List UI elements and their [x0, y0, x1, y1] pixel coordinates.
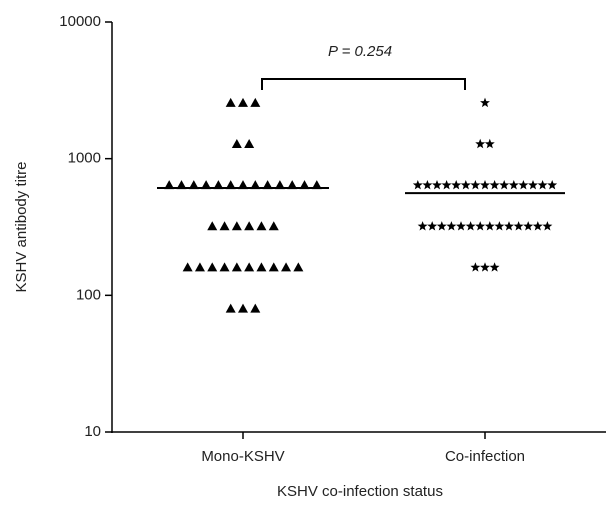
data-point	[412, 179, 423, 190]
data-point	[489, 179, 500, 190]
data-point	[268, 262, 279, 272]
data-point	[480, 97, 490, 108]
data-point	[446, 221, 457, 231]
data-point	[436, 221, 447, 231]
data-point	[268, 221, 279, 231]
data-point	[238, 97, 248, 107]
data-point	[274, 180, 285, 190]
x-axis-label: KSHV co-infection status	[277, 483, 443, 500]
data-point	[238, 303, 248, 313]
data-point	[225, 97, 236, 107]
data-point	[231, 262, 242, 272]
data-point	[489, 262, 500, 272]
data-point	[207, 262, 218, 272]
significance-bracket	[261, 78, 466, 90]
data-point	[499, 179, 510, 190]
data-point	[480, 262, 490, 272]
data-point	[537, 179, 548, 190]
data-point	[417, 221, 428, 231]
data-point	[188, 180, 199, 190]
data-point	[299, 180, 310, 190]
data-point	[470, 262, 481, 272]
y-tick-label: 1000	[68, 150, 101, 167]
data-point	[194, 262, 205, 272]
data-point	[244, 262, 255, 272]
data-point	[293, 262, 304, 272]
data-point	[201, 180, 212, 190]
data-point	[432, 179, 442, 190]
data-point	[470, 179, 481, 190]
data-point	[219, 262, 230, 272]
data-point	[528, 179, 538, 190]
data-point	[244, 139, 255, 149]
x-tick-label: Mono-KSHV	[201, 448, 284, 465]
data-point	[176, 180, 187, 190]
data-point	[244, 221, 255, 231]
data-point	[480, 179, 490, 190]
data-point	[542, 221, 553, 231]
data-point	[256, 262, 267, 272]
data-point	[287, 180, 298, 190]
data-point	[231, 221, 242, 231]
data-point	[225, 303, 236, 313]
data-point	[532, 221, 543, 231]
data-point	[231, 139, 242, 149]
data-point	[523, 221, 534, 231]
data-point	[262, 180, 273, 190]
y-tick-label: 100	[76, 286, 101, 303]
data-point	[256, 221, 267, 231]
data-point	[513, 221, 524, 231]
data-point	[494, 221, 505, 231]
data-point	[422, 179, 433, 190]
x-tick-label: Co-infection	[445, 448, 525, 465]
data-point	[456, 221, 466, 231]
data-point	[547, 179, 558, 190]
data-point	[518, 179, 529, 190]
data-point	[238, 180, 248, 190]
data-point	[451, 179, 462, 190]
data-point	[508, 179, 519, 190]
data-point	[225, 180, 236, 190]
data-point	[207, 221, 218, 231]
data-point	[311, 180, 322, 190]
data-point	[441, 179, 452, 190]
y-tick-label: 10000	[59, 13, 101, 30]
data-point	[213, 180, 224, 190]
data-point	[475, 138, 486, 149]
data-point	[504, 221, 514, 231]
data-point	[250, 303, 261, 313]
y-axis-label: KSHV antibody titre	[13, 162, 30, 293]
data-point	[164, 180, 175, 190]
data-point	[484, 138, 495, 149]
data-point	[250, 180, 261, 190]
y-tick-label: 10	[84, 423, 101, 440]
data-point	[281, 262, 292, 272]
data-point	[460, 179, 471, 190]
p-value-annotation: P = 0.254	[328, 43, 392, 60]
data-point	[427, 221, 438, 231]
data-point	[484, 221, 495, 231]
data-point	[219, 221, 230, 231]
data-point	[465, 221, 476, 231]
data-point	[475, 221, 486, 231]
data-point	[182, 262, 193, 272]
data-point	[250, 97, 261, 107]
